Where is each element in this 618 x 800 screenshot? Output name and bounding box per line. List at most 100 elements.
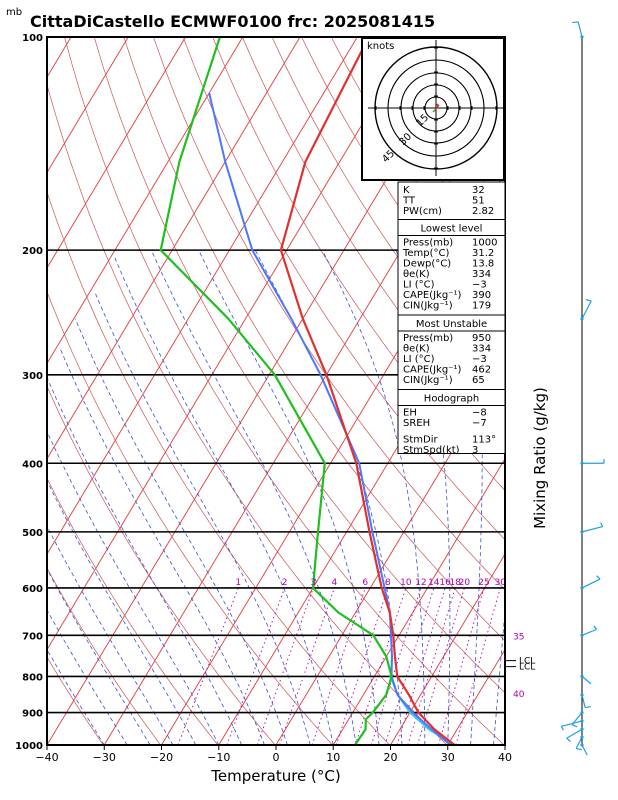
theta-e-label: 40 [513,690,525,700]
index-label: TT [402,196,416,207]
index-label: LI (°C) [403,354,435,365]
background-lines [0,37,505,745]
index-value: −3 [472,280,487,291]
index-label: SREH [403,418,430,429]
index-value: −7 [472,418,487,429]
mixing-ratio-label: 14 [428,578,440,588]
isotherm-line [390,553,505,745]
mixing-ratio-line [335,587,389,745]
dry-adiabat-line [47,656,104,745]
mixing-ratio-label: 16 [439,578,451,588]
moist-adiabat-line [94,292,311,745]
mixing-ratio-line [396,587,446,745]
index-value: 334 [472,344,491,355]
pressure-unit-label: mb [6,7,22,18]
isotherm-line [47,37,415,651]
wind-barb-flag [585,706,592,709]
index-label: EH [403,408,417,419]
pressure-tick-label: 200 [22,246,43,257]
index-value: 31.2 [472,248,494,259]
dewpoint-line [159,37,393,745]
index-value: 179 [472,301,491,312]
isotherm-line [47,37,129,174]
wind-barb-flag [596,575,601,580]
hodograph-trace-low [432,109,436,113]
isotherm-line [47,37,358,556]
mixing-ratio-line [226,587,286,745]
indices-panel: K 32 TT 51 PW(cm) 2.82 Lowest level Press(mb) 10… [397,181,506,456]
index-label: StmDir [403,435,438,446]
index-label: Press(mb) [403,238,453,249]
moist-adiabat-line [47,609,128,745]
x-tick-label: −30 [93,751,116,764]
x-tick-label: 30 [441,751,455,764]
wind-barb [581,744,588,756]
x-tick-label: −10 [207,751,230,764]
index-value: −3 [472,354,487,365]
index-value: 390 [472,290,491,301]
isotherm-line [332,457,505,745]
isotherm-line [47,37,301,460]
dry-adiabat-line [47,190,390,745]
dry-adiabat-line [47,567,161,745]
mixing-ratio-label: 25 [478,578,489,588]
isotherm-line [0,37,14,745]
index-section-title: Lowest level [421,224,483,235]
index-label: StmSpd(kt) [403,445,460,456]
indices-top-block [397,181,506,220]
profile-lines [159,37,456,745]
wind-barb [561,720,583,727]
x-axis-label: Temperature (°C) [210,767,340,785]
mixing-ratio-label: 4 [332,578,338,588]
dry-adiabat-line [212,37,505,491]
index-label: K [403,185,410,196]
mixing-ratio-label: 12 [415,578,426,588]
x-tick-label: 40 [498,751,512,764]
wind-barb [571,712,583,726]
moist-adiabat-line [47,479,197,745]
mixing-ratio-line [438,587,485,745]
index-label: CIN(Jkg⁻¹) [403,301,453,312]
wind-barb [581,526,603,533]
pressure-axis: 100 200 300 400 500 600 700 800 900 1000 [15,33,43,752]
moist-adiabat-line [59,347,265,745]
moist-adiabat-line [74,318,288,745]
dry-adiabat-line [47,385,276,745]
hodograph-unit: knots [367,41,394,52]
indices-most-unstable-block [397,314,506,390]
pressure-tick-label: 900 [22,709,43,720]
wind-barb-flag [572,21,579,24]
wind-barb-flag [571,724,578,728]
mixing-ratio-label: 30 [495,578,507,588]
index-value: 65 [472,375,485,386]
wind-barb [581,300,592,320]
index-label: Dewp(°C) [403,259,451,270]
index-value: 2.82 [472,206,494,217]
mixing-ratio-label: 1 [235,578,241,588]
index-value: 13.8 [472,259,494,270]
pressure-tick-label: 1000 [15,741,43,752]
index-value: 950 [472,333,491,344]
wind-barb-flag [600,522,604,527]
moist-adiabat-line [254,249,403,745]
wind-barb-flag [585,298,592,302]
isotherm-line [47,37,244,365]
index-value: 462 [472,365,491,376]
mixing-ratio-line [177,587,239,745]
pressure-tick-label: 700 [22,631,43,642]
index-label: CIN(Jkg⁻¹) [403,375,453,386]
mixing-ratio-label: 3 [310,578,316,588]
mixing-ratio-label: 2 [282,578,288,588]
index-value: −8 [472,408,487,419]
mixing-ratio-label: 20 [459,578,471,588]
mixing-ratio-label: 10 [400,578,412,588]
mixing-ratio-label: 8 [385,578,391,588]
index-label: θe(K) [403,344,430,355]
mixing-ratio-line [384,587,435,745]
moist-adiabat-line [47,376,242,745]
pressure-tick-label: 300 [22,371,43,382]
chart-title: CittaDiCastello ECMWF0100 frc: 202508141… [30,12,435,31]
index-label: LI (°C) [403,280,435,291]
